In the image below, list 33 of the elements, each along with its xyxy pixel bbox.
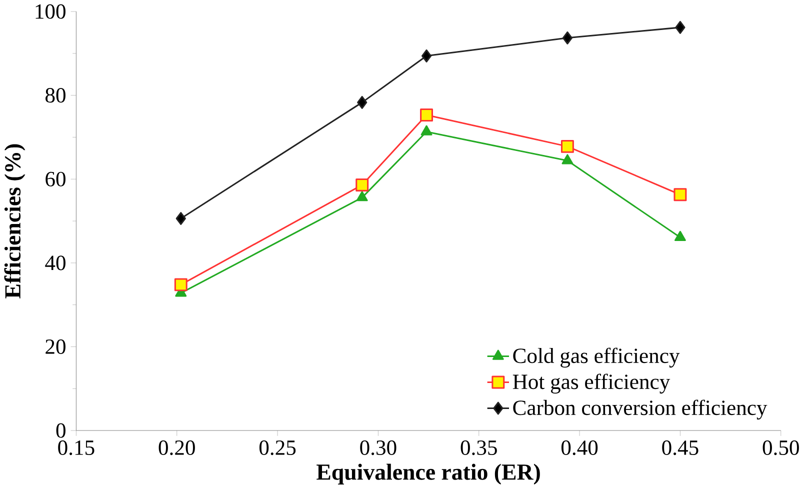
y-tick-label: 80	[46, 88, 66, 103]
x-axis-title: Equivalence ratio (ER)	[316, 464, 540, 485]
y-tick-label: 20	[46, 340, 66, 354]
y-tick-label: 40	[45, 256, 66, 270]
legend-label: Hot gas efficiency	[512, 374, 670, 394]
y-tick-label: 100	[36, 4, 66, 19]
point	[562, 154, 574, 164]
point	[420, 108, 433, 122]
x-tick-label: 0.45	[662, 440, 698, 456]
point	[674, 188, 687, 202]
point	[357, 96, 368, 110]
x-tick-label: 0.15	[58, 440, 94, 456]
x-tick-label: 0.40	[561, 440, 598, 456]
x-tick-label: 0.25	[259, 440, 296, 456]
x-tick-label: 0.50	[762, 440, 799, 456]
point	[675, 21, 686, 34]
point	[356, 178, 369, 192]
point	[174, 278, 188, 292]
y-tick-label: 60	[46, 172, 66, 187]
y-axis-title: Efficiencies (%)	[4, 144, 26, 298]
point	[560, 140, 574, 154]
point	[421, 50, 432, 63]
y-tick-label: 0	[56, 423, 66, 438]
point	[356, 191, 368, 202]
legend-label: Cold gas efficiency	[513, 348, 680, 368]
x-tick-label: 0.20	[158, 440, 195, 456]
point	[674, 231, 686, 242]
point	[420, 125, 432, 136]
x-tick-label: 0.35	[460, 440, 497, 456]
point	[176, 212, 186, 226]
point	[562, 32, 573, 45]
legend-label: Carbon conversion efficiency	[513, 400, 768, 420]
x-tick-label: 0.30	[360, 440, 396, 456]
